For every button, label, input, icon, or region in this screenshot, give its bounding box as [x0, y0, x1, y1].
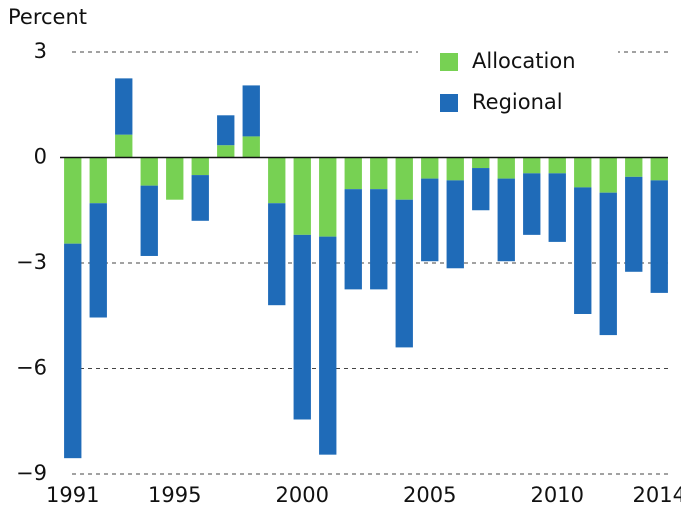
bar-segment	[574, 187, 592, 314]
bar-segment	[421, 178, 439, 262]
bar-segment	[242, 136, 260, 158]
bar-segment	[599, 192, 617, 336]
bar-segment	[268, 203, 286, 306]
bar-segment	[625, 157, 643, 177]
bar-segment	[472, 157, 490, 169]
bar-segment	[472, 168, 490, 211]
bar-segment	[293, 157, 311, 235]
bar-segment	[242, 85, 260, 137]
bar-segment	[140, 185, 158, 256]
bar-segment	[497, 178, 515, 262]
y-tick-label: −9	[16, 461, 47, 485]
bar-segment	[446, 180, 464, 269]
legend-swatch	[440, 94, 458, 112]
y-axis-label: Percent	[8, 5, 87, 29]
bar-segment	[370, 157, 388, 190]
bar-segment	[523, 173, 541, 235]
x-tick-label: 2014	[633, 483, 681, 507]
bar-segment	[89, 157, 107, 204]
y-tick-label: 3	[34, 39, 47, 63]
bar-segment	[293, 234, 311, 420]
bar-segment	[370, 189, 388, 290]
bar-segment	[548, 173, 566, 242]
x-tick-label: 1995	[148, 483, 201, 507]
y-tick-label: −6	[16, 356, 47, 380]
x-tick-label: 2010	[531, 483, 584, 507]
x-tick-label: 2005	[403, 483, 456, 507]
bar-segment	[395, 199, 413, 348]
bar-segment	[115, 134, 133, 158]
bar-segment	[421, 157, 439, 179]
bar-segment	[191, 157, 209, 176]
bar-segment	[446, 157, 464, 181]
bar-segment	[497, 157, 515, 179]
x-tick-label: 2000	[276, 483, 329, 507]
bar-segment	[574, 157, 592, 188]
bar-segment	[599, 157, 617, 193]
bar-segment	[625, 176, 643, 272]
bar-segment	[64, 243, 82, 459]
bar-segment	[650, 157, 668, 181]
bar-segment	[395, 157, 413, 200]
legend-label: Allocation	[472, 49, 576, 73]
bar-segment	[344, 157, 362, 190]
x-tick-label: 1991	[46, 483, 99, 507]
legend-swatch	[440, 53, 458, 71]
bar-segment	[523, 157, 541, 174]
bar-segment	[548, 157, 566, 174]
bar-segment	[344, 189, 362, 290]
bar-segment	[191, 175, 209, 221]
bar-segment	[115, 78, 133, 135]
bar-segment	[319, 236, 337, 455]
bar-segment	[319, 157, 337, 237]
y-tick-label: −3	[16, 250, 47, 274]
bar-segment	[140, 157, 158, 186]
bar-segment	[89, 203, 107, 318]
bar-segment	[268, 157, 286, 204]
y-tick-label: 0	[34, 145, 47, 169]
bar-segment	[650, 180, 668, 293]
bar-segment	[64, 157, 82, 244]
bar-segment	[217, 115, 235, 146]
bar-segment	[217, 145, 235, 158]
legend-label: Regional	[472, 90, 563, 114]
bar-segment	[166, 157, 184, 200]
